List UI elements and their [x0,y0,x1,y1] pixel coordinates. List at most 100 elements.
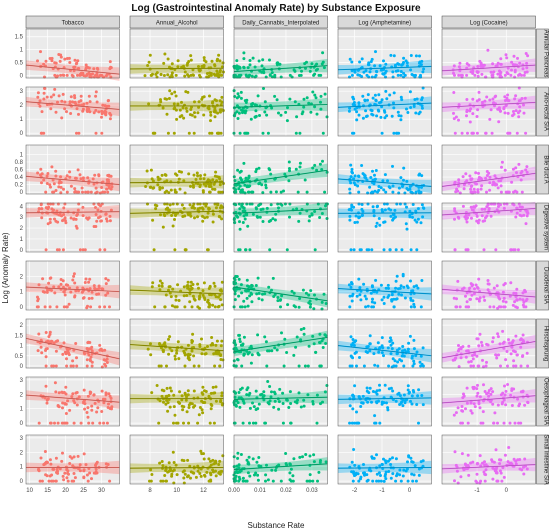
data-point [159,72,163,76]
data-point [409,456,413,460]
data-point [186,285,190,289]
data-point [208,131,212,135]
data-point [164,402,168,406]
data-point [469,187,473,191]
data-point [102,401,106,405]
data-point [513,63,517,67]
data-point [84,63,88,67]
data-point [44,331,48,334]
data-point [472,364,475,368]
data-point [285,351,289,354]
data-point [275,98,279,102]
panel-border [337,144,432,195]
data-point [420,203,424,207]
data-point [274,190,278,194]
data-point [308,214,312,218]
data-point [49,107,53,111]
trend-line-shade [129,67,224,70]
data-point [357,395,361,399]
data-point [400,354,404,358]
data-point [469,205,473,209]
data-point [475,219,479,223]
data-point [254,206,258,210]
data-point [252,405,256,409]
trend-line [441,288,536,298]
data-point [514,215,518,219]
data-point [61,73,65,77]
data-point [319,100,322,104]
data-point [469,282,473,286]
data-point [97,216,100,220]
data-point [94,186,98,190]
data-point [286,106,289,110]
data-point [64,392,68,396]
data-point [217,190,221,194]
data-point [366,478,370,482]
data-point [55,305,59,309]
data-point [62,478,66,482]
data-point [234,203,238,207]
data-point [278,62,282,66]
panel-border [129,144,224,195]
panel [232,260,328,311]
data-point [192,185,195,189]
data-point [279,298,283,302]
data-point [402,393,406,397]
data-point [388,248,392,252]
data-point [186,458,190,462]
data-point [39,345,43,349]
data-point [452,91,456,94]
data-point [200,408,204,412]
row-strip-label: Duodenal SIA [543,267,549,304]
trend-line [25,211,120,214]
points [348,163,426,195]
data-point [236,358,240,362]
data-point [90,296,94,300]
data-point [96,208,100,212]
data-point [465,220,469,224]
panel [25,28,120,81]
data-point [414,54,418,58]
data-point [420,106,424,110]
data-point [167,97,171,100]
data-point [167,191,171,195]
data-point [73,96,77,100]
data-point [104,358,107,362]
data-point [458,305,462,309]
data-point [308,454,312,458]
data-point [487,394,491,398]
data-point [57,285,61,289]
data-point [490,458,494,462]
data-point [246,471,250,475]
data-point [209,402,213,406]
data-point [178,187,182,191]
row-strip: Bile duct A [536,144,549,195]
data-point [254,421,258,425]
data-point [393,208,397,212]
data-point [238,227,242,231]
data-point [257,464,261,468]
data-point [375,400,378,404]
data-point [386,179,389,183]
data-point [454,115,458,119]
panel [129,202,225,253]
data-point [295,401,299,405]
data-point [487,389,491,392]
data-point [383,208,387,212]
data-point [175,473,179,477]
data-point [208,94,211,98]
data-point [69,216,73,220]
data-point [270,288,273,292]
data-point [483,207,487,211]
data-point [38,99,42,103]
data-point [78,469,82,473]
data-point [374,169,378,172]
data-point [362,364,366,368]
data-point [349,163,353,167]
data-point [492,305,496,309]
data-point [525,467,529,471]
data-point [375,70,379,74]
data-point [187,403,191,407]
data-point [192,364,196,368]
data-point [481,410,485,414]
